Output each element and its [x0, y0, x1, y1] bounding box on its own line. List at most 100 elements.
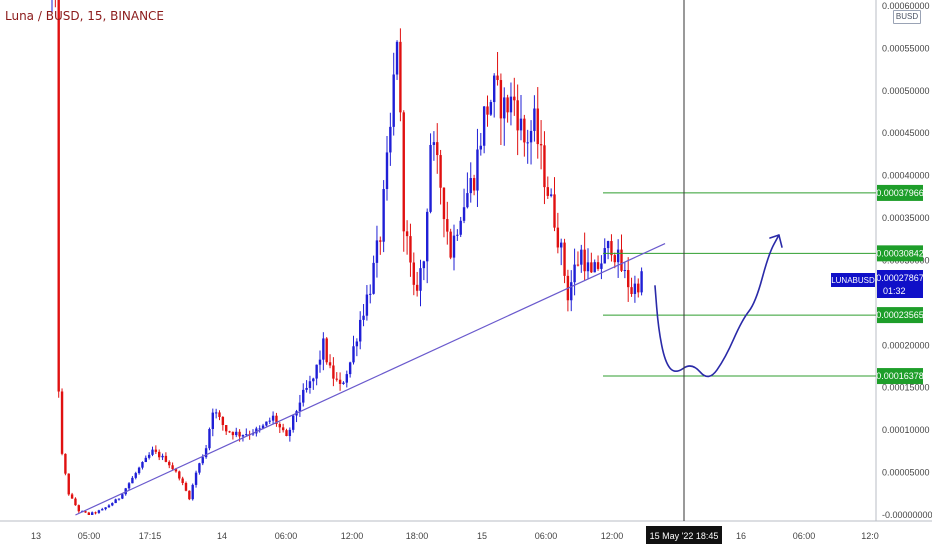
candle-body: [107, 505, 111, 508]
candle-countdown: 01:32: [883, 286, 906, 296]
candle-body: [225, 425, 228, 432]
y-tick-label: -0.00000000: [882, 510, 932, 520]
candle-body: [419, 268, 422, 291]
y-tick-label: 0.00010000: [882, 425, 930, 435]
y-tick-label: 0.00060000: [882, 1, 930, 11]
candle-body: [131, 477, 134, 484]
level-price-label: 0.00023565: [876, 310, 924, 320]
candle-body: [409, 236, 412, 263]
chart-title: Luna / BUSD, 15, BINANCE: [5, 9, 165, 23]
candle-body: [503, 97, 506, 119]
candle-body: [114, 499, 117, 504]
level-price-label-bg: [877, 184, 923, 201]
candle-body: [104, 507, 107, 510]
candle-body: [305, 387, 308, 390]
candle-body: [506, 97, 509, 113]
candle-body: [583, 249, 586, 272]
candle-body: [144, 457, 147, 463]
candle-body: [546, 187, 549, 196]
candle-body: [580, 249, 583, 265]
candle-body: [121, 494, 124, 499]
x-tick-label: 15: [477, 531, 487, 541]
candle-body: [469, 178, 472, 194]
candle-body: [392, 74, 395, 127]
y-tick-label: 0.00020000: [882, 340, 930, 350]
candle-body: [348, 362, 352, 375]
candle-body: [405, 231, 409, 237]
level-price-label-bg: [877, 245, 923, 262]
candle-body: [328, 362, 332, 366]
candle-body: [543, 145, 546, 188]
candle-body: [375, 240, 379, 263]
candle-body: [171, 465, 174, 470]
candle-body: [57, 0, 60, 392]
candle-body: [412, 262, 415, 285]
trendline-group[interactable]: [75, 242, 666, 516]
candle-body: [251, 433, 255, 435]
candle-body: [101, 509, 104, 511]
candle-body: [549, 194, 553, 196]
support-resistance-levels: [603, 192, 876, 377]
candle-body: [298, 402, 302, 412]
candle-body: [399, 41, 402, 113]
symbol-tag: LUNABUSD: [831, 276, 875, 285]
candle-body: [261, 425, 265, 429]
candle-body: [640, 271, 643, 293]
candle-body: [292, 415, 295, 430]
candle-body: [141, 462, 144, 468]
candle-body: [606, 241, 610, 249]
candle-body: [64, 453, 67, 474]
candle-body: [214, 412, 218, 414]
candle-body: [342, 382, 345, 384]
level-price-label: 0.00016378: [876, 371, 924, 381]
candle-body: [315, 364, 318, 379]
candle-body: [489, 102, 493, 115]
candle-body: [590, 262, 593, 273]
candle-body: [362, 315, 365, 320]
candle-body: [402, 112, 405, 232]
y-tick-label: 0.00045000: [882, 128, 930, 138]
y-tick-label: 0.00055000: [882, 43, 930, 53]
candle-body: [446, 219, 449, 232]
candle-body: [201, 457, 204, 464]
candle-body: [211, 412, 214, 430]
x-tick-label: 18:00: [406, 531, 429, 541]
candle-body: [456, 234, 459, 236]
candle-body: [563, 242, 566, 276]
candle-body: [513, 96, 516, 101]
candle-body: [586, 262, 590, 272]
candle-body: [620, 249, 623, 271]
candle-body: [245, 434, 248, 436]
crosshair-time-label: 15 May '22 18:45: [650, 531, 719, 541]
candle-body: [221, 416, 225, 426]
y-tick-label: 0.00005000: [882, 468, 930, 478]
candle-body: [332, 365, 335, 379]
candle-body: [486, 106, 489, 115]
candle-body: [613, 255, 616, 263]
time-axis[interactable]: 13 05:00 17:15 14 06:00 12:00 18:00 15 06:00 12:0…: [31, 526, 879, 544]
candle-body: [308, 381, 312, 388]
candle-body: [117, 498, 121, 500]
candle-body: [556, 227, 560, 248]
candle-body: [466, 193, 469, 208]
candle-body: [127, 483, 131, 489]
candle-body: [278, 424, 281, 428]
candle-body: [281, 427, 285, 431]
candle-body: [516, 100, 519, 131]
candle-body: [499, 80, 503, 119]
candle-body: [623, 270, 627, 272]
candle-body: [359, 319, 362, 342]
candle-body: [389, 126, 392, 153]
candle-body: [87, 512, 91, 515]
candle-body: [164, 455, 168, 462]
x-tick-label: 16: [736, 531, 746, 541]
projection-group[interactable]: [654, 234, 783, 378]
quote-currency-badge[interactable]: BUSD: [893, 10, 921, 24]
x-tick-label: 06:00: [793, 531, 816, 541]
y-tick-label: 0.00035000: [882, 213, 930, 223]
candle-body: [452, 235, 456, 258]
candle-body: [204, 448, 208, 458]
crosshair-time-label-bg: [646, 526, 722, 544]
